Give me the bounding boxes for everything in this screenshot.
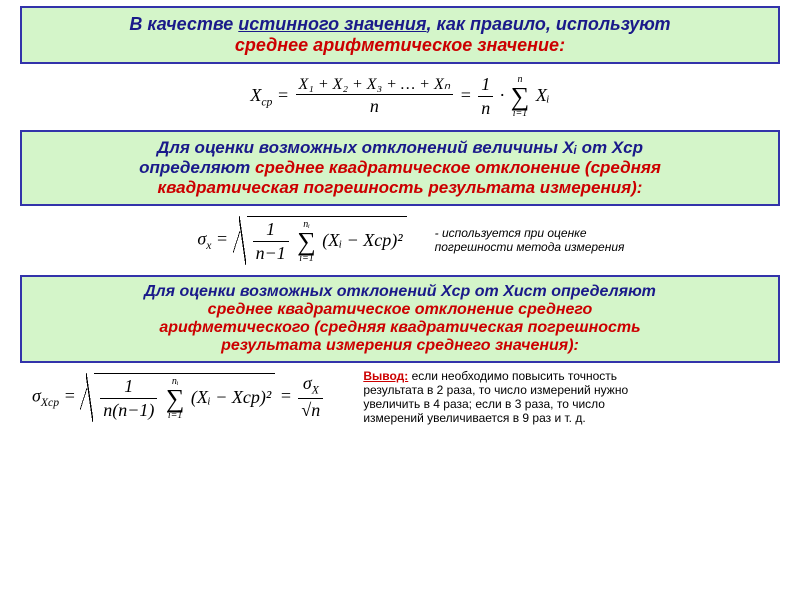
formula-2-row: σx = 1 n−1 nᵢ ∑ i=1 (Xᵢ − Xср)² - исполь… xyxy=(20,212,780,269)
f2-sum: nᵢ ∑ i=1 xyxy=(297,220,316,263)
f3-frac-den: n(n−1) xyxy=(100,399,157,422)
sigma-symbol-3: ∑ xyxy=(166,384,185,413)
conclusion-note: Вывод: если необходимо повысить точность… xyxy=(363,369,653,425)
formula-stddev-mean: σXср = 1 n(n−1) nᵢ ∑ i=1 (Xᵢ − Xср)² = σ… xyxy=(20,369,337,426)
f3-sum-bot: i=1 xyxy=(166,411,185,421)
f1-sum-bot: i=1 xyxy=(511,109,530,119)
box3-line1: Для оценки возможных отклонений Xср от X… xyxy=(144,283,656,300)
f3-term: (Xᵢ − Xср)² xyxy=(191,387,271,407)
definition-box-3: Для оценки возможных отклонений Xср от X… xyxy=(20,275,780,363)
box2-line3-red: квадратическая погрешность результата из… xyxy=(158,178,643,197)
box3-line4: результата измерения среднего значения): xyxy=(221,337,579,354)
f3-sigma-sub: Xср xyxy=(41,396,59,409)
f3-sum: nᵢ ∑ i=1 xyxy=(166,377,185,420)
f3-sigma: σ xyxy=(32,386,41,406)
f2-sigma: σ xyxy=(197,229,206,249)
f2-sqrt: 1 n−1 nᵢ ∑ i=1 (Xᵢ − Xср)² xyxy=(233,216,407,265)
box2-line1: Для оценки возможных отклонений величины… xyxy=(157,138,643,157)
f3-frac: 1 n(n−1) xyxy=(100,376,157,422)
f3-sqrt: 1 n(n−1) nᵢ ∑ i=1 (Xᵢ − Xср)² xyxy=(80,373,275,422)
box1-line1-post: , как правило, используют xyxy=(427,14,671,34)
box3-line3: арифметического (средняя квадратическая … xyxy=(159,319,640,336)
formula-1-wrap: Xср = X₁ + X₂ + X₃ + … + Xₙ n = 1 n · n … xyxy=(0,70,800,124)
formula-stddev: σx = 1 n−1 nᵢ ∑ i=1 (Xᵢ − Xср)² xyxy=(185,212,418,269)
definition-box-1: В качестве истинного значения, как прави… xyxy=(20,6,780,64)
sigma-symbol-2: ∑ xyxy=(297,227,316,256)
measurement-note: - используется при оценке погрешности ме… xyxy=(435,226,655,254)
f2-frac: 1 n−1 xyxy=(253,219,289,265)
f2-frac-num: 1 xyxy=(253,219,289,242)
box1-line2: среднее арифметическое значение: xyxy=(235,35,565,55)
f1-sum: n ∑ i=1 xyxy=(511,75,530,118)
note-text: используется при оценке погрешности мето… xyxy=(435,226,625,254)
f2-sum-bot: i=1 xyxy=(297,254,316,264)
formula-3-row: σXср = 1 n(n−1) nᵢ ∑ i=1 (Xᵢ − Xср)² = σ… xyxy=(20,369,780,426)
f2-frac-den: n−1 xyxy=(253,242,289,265)
box3-line2: среднее квадратическое отклонение средне… xyxy=(208,301,593,318)
sigma-symbol: ∑ xyxy=(511,82,530,111)
f1-frac2: 1 n xyxy=(478,74,493,120)
f1-num: X₁ + X₂ + X₃ + … + Xₙ xyxy=(296,75,454,95)
f1-mid-num: 1 xyxy=(478,74,493,97)
f2-sigma-sub: x xyxy=(206,239,211,252)
f1-mid-den: n xyxy=(478,97,493,120)
f2-term: (Xᵢ − Xср)² xyxy=(322,230,402,250)
box1-line1-pre: В качестве xyxy=(129,14,238,34)
f3-rhs-den: √n xyxy=(298,399,323,422)
box1-line1-underlined: истинного значения xyxy=(238,14,426,34)
f1-lhs: X xyxy=(250,85,261,105)
box2-line2-red: среднее квадратическое отклонение (средн… xyxy=(255,158,661,177)
f3-rhs-num-sig: σ xyxy=(303,373,312,393)
conclusion-title: Вывод: xyxy=(363,369,408,383)
f3-frac-rhs: σX √n xyxy=(298,373,323,422)
f1-den: n xyxy=(296,95,454,118)
box2-line2-pre: определяют xyxy=(139,158,255,177)
note-dash: - xyxy=(435,226,442,240)
f3-rhs-num-sub: X xyxy=(312,384,319,397)
definition-box-2: Для оценки возможных отклонений величины… xyxy=(20,130,780,206)
formula-mean: Xср = X₁ + X₂ + X₃ + … + Xₙ n = 1 n · n … xyxy=(238,70,561,124)
f1-lhs-sub: ср xyxy=(261,96,272,109)
f1-frac1: X₁ + X₂ + X₃ + … + Xₙ n xyxy=(296,75,454,119)
f1-rhs: Xᵢ xyxy=(536,85,550,105)
f3-frac-num: 1 xyxy=(100,376,157,399)
